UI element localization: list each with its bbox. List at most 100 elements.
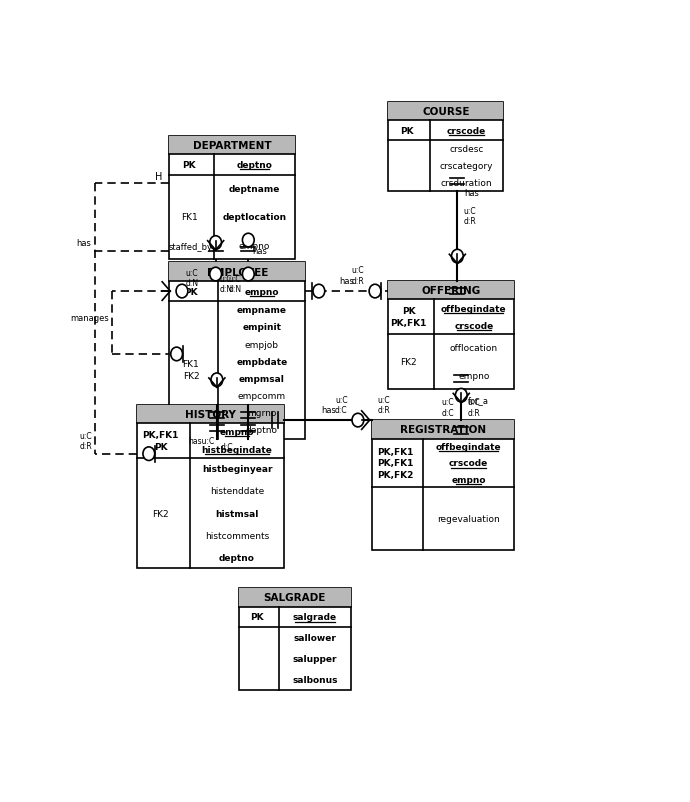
Text: salgrade: salgrade <box>293 613 337 622</box>
Text: SALGRADE: SALGRADE <box>264 593 326 602</box>
Text: has: has <box>339 277 355 286</box>
Text: u:C
d:R: u:C d:R <box>468 398 480 417</box>
Text: PK
PK,FK1: PK PK,FK1 <box>391 307 426 328</box>
Text: empno: empno <box>245 287 279 296</box>
Bar <box>169 263 306 282</box>
Text: empno: empno <box>458 371 489 380</box>
Bar <box>137 405 284 569</box>
Text: has: has <box>321 405 335 415</box>
Text: FK2: FK2 <box>400 358 417 367</box>
Text: u:C
d:N: u:C d:N <box>185 269 198 288</box>
Text: PK,FK1
PK,FK1
PK,FK2: PK,FK1 PK,FK1 PK,FK2 <box>377 447 413 480</box>
Text: PK: PK <box>400 127 413 136</box>
Text: regevaluation: regevaluation <box>437 514 500 524</box>
Circle shape <box>143 448 155 461</box>
Text: deptlocation: deptlocation <box>223 213 286 222</box>
Text: u:C
d:R: u:C d:R <box>352 266 364 286</box>
Text: u:C
d:R: u:C d:R <box>377 395 391 415</box>
Text: u:C
d:C: u:C d:C <box>335 395 348 415</box>
Text: histbeginyear: histbeginyear <box>201 464 273 474</box>
Text: u:C
d:N: u:C d:N <box>228 274 242 294</box>
Text: empno: empno <box>220 427 255 436</box>
Text: OFFERING: OFFERING <box>422 286 481 296</box>
Text: PK: PK <box>182 160 196 169</box>
Text: hasu:C: hasu:C <box>188 436 214 445</box>
Text: FK1: FK1 <box>181 213 197 222</box>
Bar <box>373 420 514 439</box>
Circle shape <box>211 374 223 387</box>
Text: deptno: deptno <box>219 553 255 562</box>
Circle shape <box>455 389 467 403</box>
Bar <box>373 420 514 550</box>
Text: empcomm: empcomm <box>238 391 286 401</box>
Text: for_a: for_a <box>468 396 489 405</box>
Text: u:C
d:N: u:C d:N <box>219 274 233 294</box>
Text: crscategory: crscategory <box>440 162 493 171</box>
Text: PK,FK1
PK: PK,FK1 PK <box>142 431 179 452</box>
Text: offbegindate: offbegindate <box>436 443 502 452</box>
Circle shape <box>352 414 364 427</box>
Circle shape <box>313 285 325 298</box>
Bar <box>169 263 306 439</box>
Circle shape <box>210 268 221 282</box>
Text: u:C
d:R: u:C d:R <box>79 431 92 451</box>
Text: staffed_by: staffed_by <box>169 243 213 252</box>
Bar <box>169 136 295 155</box>
Text: d:C: d:C <box>221 443 233 452</box>
Text: crscode: crscode <box>454 322 493 330</box>
Text: histmsal: histmsal <box>215 509 259 518</box>
Text: PK: PK <box>184 287 198 296</box>
Text: mgrno: mgrno <box>247 409 277 418</box>
Text: crsduration: crsduration <box>441 179 493 188</box>
Text: deptno: deptno <box>237 160 273 169</box>
Bar <box>388 282 514 390</box>
Bar <box>388 282 514 300</box>
Text: deptname: deptname <box>229 185 280 194</box>
Text: salbonus: salbonus <box>293 675 338 684</box>
Circle shape <box>242 268 254 282</box>
Circle shape <box>170 348 182 361</box>
Circle shape <box>369 285 381 298</box>
Text: PK: PK <box>250 613 264 622</box>
Bar <box>388 103 503 121</box>
Text: crscode: crscode <box>449 459 489 468</box>
Text: histenddate: histenddate <box>210 487 264 496</box>
Text: empjob: empjob <box>245 340 279 349</box>
Text: has: has <box>77 239 92 248</box>
Text: crscode: crscode <box>447 127 486 136</box>
Text: FK1
FK2: FK1 FK2 <box>183 360 199 381</box>
Bar <box>388 103 503 192</box>
Text: EMPLOYEE: EMPLOYEE <box>206 267 268 277</box>
Text: REGISTRATION: REGISTRATION <box>400 425 486 435</box>
Text: empno: empno <box>239 241 270 250</box>
Text: empbdate: empbdate <box>236 358 288 367</box>
Text: empno: empno <box>451 475 486 484</box>
Bar <box>169 136 295 260</box>
Text: u:C
d:C: u:C d:C <box>442 398 454 417</box>
Text: sallower: sallower <box>293 634 337 642</box>
Text: FK2: FK2 <box>152 509 169 518</box>
Text: has: has <box>464 189 479 198</box>
Text: u:C
d:R: u:C d:R <box>464 207 477 226</box>
Text: histbegindate: histbegindate <box>201 445 273 454</box>
Text: empinit: empinit <box>242 323 282 332</box>
Text: empmsal: empmsal <box>239 375 285 383</box>
Bar <box>239 589 351 607</box>
Circle shape <box>210 237 221 250</box>
Text: H: H <box>155 172 163 181</box>
Text: DEPARTMENT: DEPARTMENT <box>193 140 271 151</box>
Text: manages: manages <box>70 314 109 323</box>
Circle shape <box>242 234 254 248</box>
Text: offbegindate: offbegindate <box>441 304 506 313</box>
Text: crsdesc: crsdesc <box>449 145 484 154</box>
Circle shape <box>176 285 188 298</box>
Circle shape <box>451 250 463 264</box>
Text: offlocation: offlocation <box>450 344 498 353</box>
Bar <box>239 589 351 691</box>
Text: deptno: deptno <box>246 426 278 435</box>
Text: salupper: salupper <box>293 654 337 663</box>
Bar <box>137 405 284 423</box>
Text: histcomments: histcomments <box>205 531 269 540</box>
Text: empname: empname <box>237 306 287 315</box>
Text: COURSE: COURSE <box>422 107 470 116</box>
